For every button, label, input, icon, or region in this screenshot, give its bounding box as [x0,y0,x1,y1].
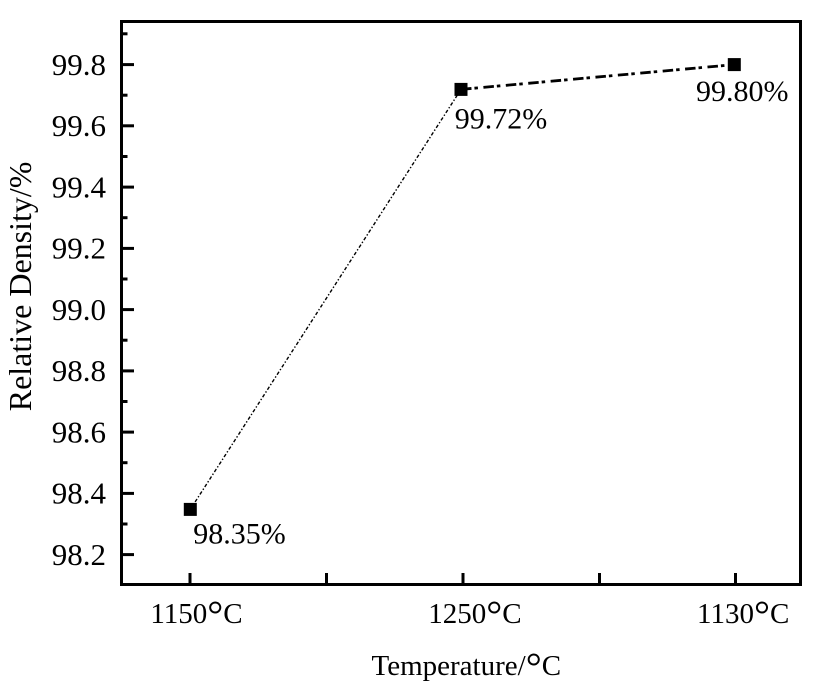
svg-text:98.8: 98.8 [52,353,106,388]
svg-text:98.4: 98.4 [52,476,107,511]
svg-text:1250°C: 1250°C [428,592,521,637]
svg-text:98.35%: 98.35% [193,518,286,551]
svg-text:98.2: 98.2 [52,537,106,572]
svg-text:Temperature/°C: Temperature/°C [372,644,562,686]
svg-text:99.80%: 99.80% [696,75,789,108]
svg-text:99.2: 99.2 [52,231,106,266]
svg-text:99.0: 99.0 [52,292,106,327]
svg-text:99.6: 99.6 [52,108,106,143]
svg-text:1150°C: 1150°C [150,592,242,637]
svg-text:99.8: 99.8 [52,47,106,82]
svg-text:Relative Density/%: Relative Density/% [2,162,38,412]
svg-text:1130°C: 1130°C [697,592,789,637]
svg-text:99.72%: 99.72% [455,103,548,136]
svg-text:99.4: 99.4 [52,169,107,204]
svg-text:98.6: 98.6 [52,414,106,449]
